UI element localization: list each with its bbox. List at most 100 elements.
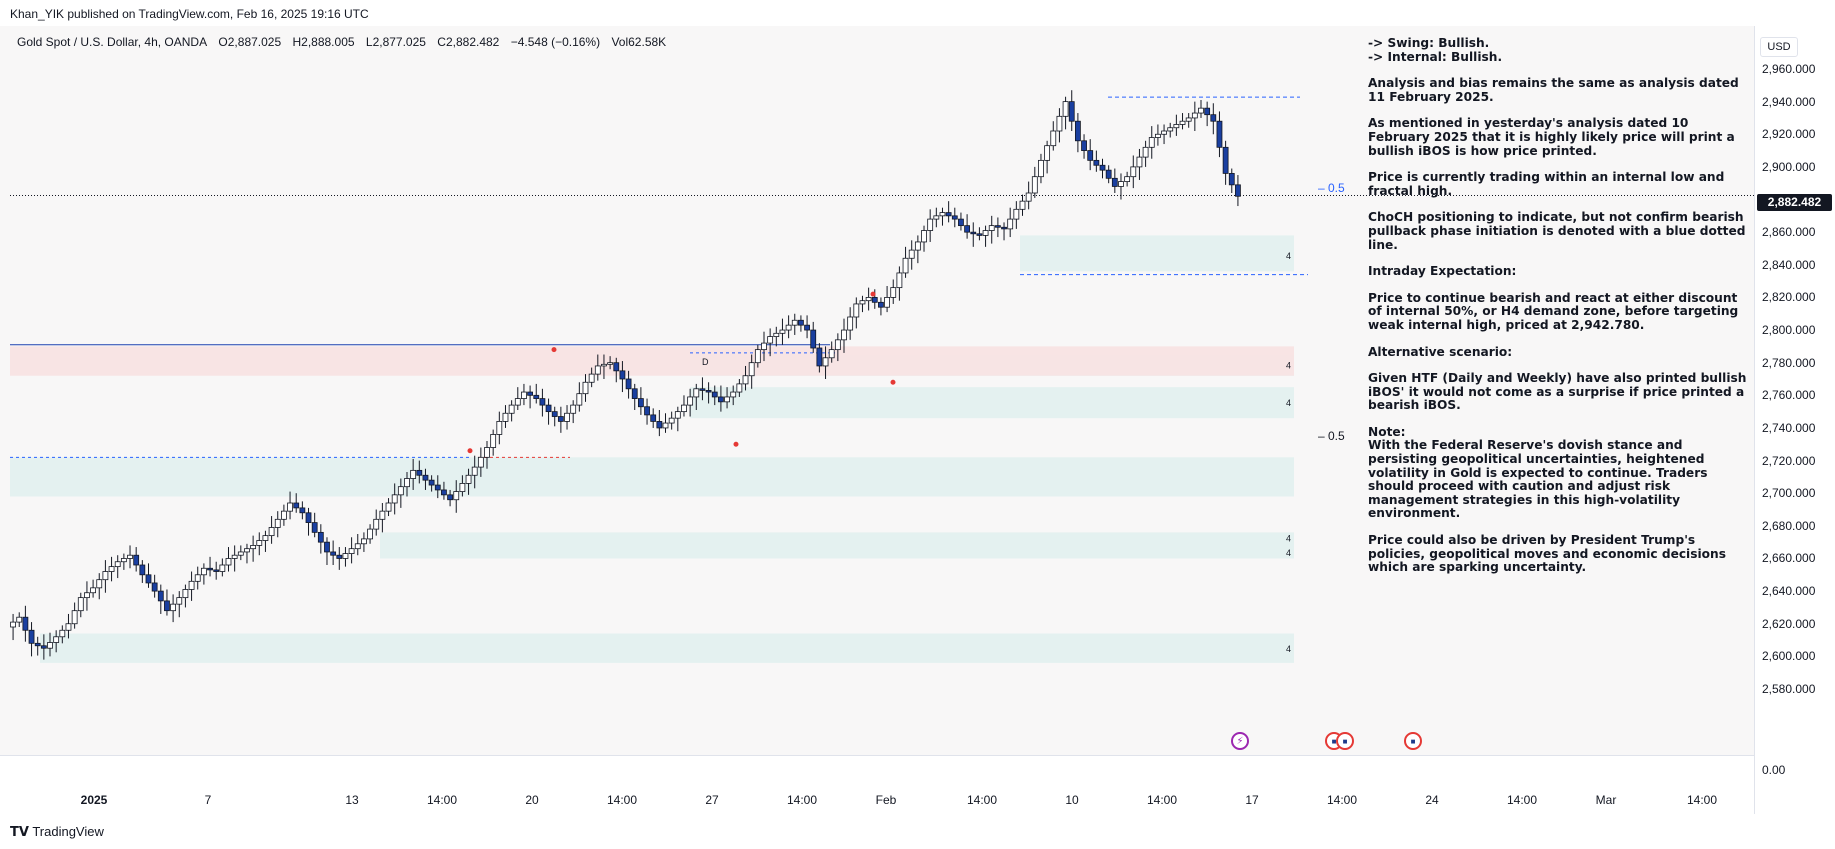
bull-candle [1179, 120, 1186, 125]
note-intraday: Price to continue bearish and react at e… [1368, 290, 1739, 332]
bull-candle [77, 597, 84, 612]
tradingview-logo[interactable]: 𝗧𝗩 TradingView [10, 824, 104, 840]
bear-candle [951, 215, 958, 220]
bear-candle [213, 569, 220, 572]
bear-candle [157, 590, 164, 602]
bear-candle [644, 406, 650, 416]
bull-candle [385, 502, 392, 512]
bull-candle [582, 381, 589, 395]
bull-candle [736, 383, 743, 393]
note-trading-range: Price is currently trading within an int… [1368, 170, 1725, 198]
bull-candle [570, 404, 577, 414]
bull-candle [1136, 156, 1143, 168]
bull-candle [287, 502, 293, 512]
bull-candle [730, 391, 737, 398]
price-tick-label: 2,940.000 [1762, 94, 1816, 109]
bear-candle [164, 600, 170, 612]
bull-candle [1130, 166, 1137, 178]
bull-candle [822, 357, 829, 367]
note-alt: Given HTF (Daily and Weekly) have also p… [1368, 371, 1747, 413]
bull-candle [367, 528, 373, 540]
bull-candle [102, 571, 109, 581]
ohlc-low: L2,877.025 [365, 35, 426, 49]
note-ibos: As mentioned in yesterday's analysis dat… [1368, 116, 1735, 158]
bear-candle [871, 297, 878, 303]
bear-candle [656, 421, 663, 429]
bull-candle [1007, 218, 1014, 230]
bull-candle [188, 580, 195, 590]
bear-candle [816, 347, 823, 367]
bull-candle [237, 551, 244, 556]
chart-area[interactable] [0, 26, 1835, 814]
bull-candle [607, 362, 614, 365]
footer: 𝗧𝗩 TradingView [0, 814, 1835, 849]
bear-candle [299, 507, 306, 514]
bull-candle [225, 558, 232, 566]
time-tick-label: 10 [1065, 793, 1079, 807]
bull-candle [779, 329, 786, 334]
price-tick-label: 2,740.000 [1762, 420, 1816, 435]
bull-candle [127, 554, 133, 559]
time-tick-label: 17 [1245, 793, 1259, 807]
bear-candle [1210, 114, 1217, 122]
bear-candle [650, 414, 657, 422]
price-tick-label: 2,680.000 [1762, 518, 1816, 533]
bear-candle [527, 391, 533, 396]
time-tick-label: 13 [345, 793, 359, 807]
bull-candle [1062, 101, 1069, 117]
bull-candle [834, 339, 841, 351]
bear-candle [545, 404, 552, 413]
bull-candle [348, 548, 355, 554]
bull-candle [219, 564, 226, 572]
bull-candle [588, 373, 595, 383]
bear-candle [631, 388, 638, 399]
bull-candle [71, 610, 78, 625]
bull-candle [1124, 176, 1131, 182]
bull-candle [170, 603, 177, 612]
bear-candle [613, 362, 620, 372]
bull-candle [65, 623, 72, 631]
lightning-event-icon[interactable]: ⚡ [1231, 732, 1249, 750]
volume-zero-label: 0.00 [1762, 763, 1786, 777]
bull-candle [1019, 200, 1026, 210]
bull-candle [927, 218, 934, 231]
bear-candle [1204, 107, 1211, 116]
note-swing: -> Swing: Bullish. [1368, 36, 1490, 50]
bull-candle [988, 225, 995, 231]
bull-candle [828, 349, 835, 359]
bear-candle [336, 554, 343, 559]
time-axis[interactable] [0, 755, 1754, 815]
bear-candle [1216, 120, 1223, 148]
symbol-name[interactable]: Gold Spot / U.S. Dollar, 4h, OANDA [17, 35, 208, 49]
bull-candle [773, 332, 780, 337]
us-flag-event-icon[interactable]: ■ [1336, 732, 1354, 750]
currency-button[interactable]: USD [1760, 37, 1798, 57]
bull-candle [84, 592, 90, 599]
bear-candle [40, 645, 47, 649]
bull-candle [256, 540, 263, 546]
bull-candle [564, 412, 570, 422]
price-tick-label: 2,620.000 [1762, 616, 1816, 631]
bull-candle [176, 597, 183, 605]
bull-candle [502, 412, 509, 422]
bear-candle [699, 388, 706, 391]
price-axis[interactable] [1754, 26, 1835, 814]
bull-candle [10, 621, 16, 628]
demand-zone [40, 633, 1294, 663]
us-flag-event-icon[interactable]: ■ [1404, 732, 1422, 750]
bull-candle [114, 561, 121, 568]
bull-candle [982, 230, 989, 236]
fib-half-lower: – 0.5 [1318, 429, 1345, 443]
bull-candle [484, 447, 490, 458]
top-bar: Khan_YIK published on TradingView.com, F… [0, 0, 1835, 26]
bear-candle [422, 474, 429, 481]
bull-candle [280, 510, 287, 520]
zone-label: 4 [1286, 644, 1291, 654]
bull-candle [379, 510, 386, 520]
bear-candle [305, 512, 312, 523]
bull-candle [1050, 130, 1057, 147]
bear-candle [619, 370, 626, 380]
bear-candle [533, 394, 540, 399]
bull-candle [865, 297, 872, 302]
